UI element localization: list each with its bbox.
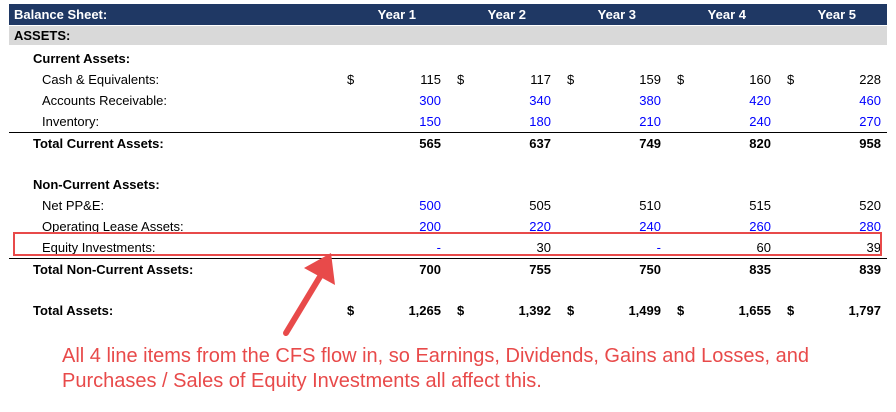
cell-value: 565 — [419, 136, 441, 151]
row-label: Net PP&E: — [42, 198, 105, 213]
cell-value: 510 — [639, 198, 661, 213]
row-label: Accounts Receivable: — [42, 93, 168, 108]
cell-value: 1,392 — [518, 303, 551, 318]
cell-value: 60 — [756, 240, 771, 255]
row-label: Operating Lease Assets: — [42, 219, 184, 234]
cell-value: 839 — [859, 262, 881, 277]
assets-section-header: ASSETS: — [9, 26, 887, 45]
row-label: Non-Current Assets: — [33, 177, 160, 192]
cell-value: 835 — [749, 262, 771, 277]
table-row: Current Assets: — [9, 48, 887, 69]
cell-value: 150 — [419, 114, 441, 129]
cell-value: 210 — [639, 114, 661, 129]
year-3-header: Year 3 — [597, 7, 636, 22]
table-row: Equity Investments: - 30 - 60 39 — [9, 237, 887, 258]
cell-value: 228 — [859, 72, 881, 87]
table-row: Net PP&E: 500 505 510 515 520 — [9, 195, 887, 216]
row-label: Inventory: — [42, 114, 100, 129]
cell-value: 220 — [529, 219, 551, 234]
cell-value: 117 — [530, 72, 551, 87]
cell-value: 280 — [859, 219, 881, 234]
currency-symbol: $ — [787, 72, 795, 87]
table-header: Balance Sheet: Year 1 Year 2 Year 3 Year… — [9, 4, 887, 25]
table-row: Total Non-Current Assets: 700 755 750 835 839 — [9, 258, 887, 280]
row-label: Total Non-Current Assets: — [33, 262, 194, 277]
table-row: Operating Lease Assets: 200 220 240 260 280 — [9, 216, 887, 237]
cell-value: 958 — [859, 136, 881, 151]
cell-value: 180 — [529, 114, 551, 129]
currency-symbol: $ — [457, 72, 465, 87]
cell-value: 505 — [529, 198, 551, 213]
currency-symbol: $ — [787, 303, 795, 318]
year-5-header: Year 5 — [817, 7, 856, 22]
cell-value: - — [656, 240, 661, 255]
table-row: Total Current Assets: 565 637 749 820 958 — [9, 132, 887, 154]
row-label: Total Current Assets: — [33, 136, 164, 151]
currency-symbol: $ — [677, 303, 685, 318]
currency-symbol: $ — [677, 72, 685, 87]
cell-value: 115 — [420, 72, 441, 87]
annotation-text: All 4 line items from the CFS flow in, s… — [62, 345, 810, 392]
cell-value: 1,499 — [628, 303, 661, 318]
cell-value: 160 — [749, 72, 771, 87]
row-label: Equity Investments: — [42, 240, 156, 255]
currency-symbol: $ — [457, 303, 465, 318]
year-2-header: Year 2 — [487, 7, 526, 22]
cell-value: 380 — [639, 93, 661, 108]
cell-value: 700 — [419, 262, 441, 277]
year-1-header: Year 1 — [377, 7, 416, 22]
year-4-header: Year 4 — [707, 7, 746, 22]
table-row: Cash & Equivalents: $115 $117 $159 $160 $228 — [9, 69, 887, 90]
table-row: Accounts Receivable: 300 340 380 420 460 — [9, 90, 887, 111]
cell-value: 240 — [639, 219, 661, 234]
row-label: Total Assets: — [33, 303, 114, 318]
cell-value: 520 — [859, 198, 881, 213]
cell-value: 500 — [419, 198, 441, 213]
currency-symbol: $ — [347, 72, 355, 87]
cell-value: 1,797 — [848, 303, 881, 318]
cell-value: 270 — [859, 114, 881, 129]
cell-value: 750 — [639, 262, 661, 277]
table-row: Non-Current Assets: — [9, 174, 887, 195]
cell-value: 300 — [419, 93, 441, 108]
cell-value: 340 — [529, 93, 551, 108]
table-row: Inventory: 150 180 210 240 270 — [9, 111, 887, 132]
cell-value: 515 — [749, 198, 771, 213]
currency-symbol: $ — [347, 303, 355, 318]
cell-value: 755 — [529, 262, 551, 277]
currency-symbol: $ — [567, 72, 575, 87]
cell-value: 39 — [866, 240, 881, 255]
cell-value: 30 — [536, 240, 551, 255]
cell-value: 1,265 — [408, 303, 441, 318]
balance-sheet-title: Balance Sheet: — [14, 7, 108, 22]
cell-value: 460 — [859, 93, 881, 108]
cell-value: 1,655 — [738, 303, 771, 318]
cell-value: 749 — [639, 136, 661, 151]
row-label: Cash & Equivalents: — [42, 72, 160, 87]
cell-value: 159 — [639, 72, 661, 87]
cell-value: 820 — [749, 136, 771, 151]
table-row: Total Assets: $1,265 $1,392 $1,499 $1,655 $1,… — [9, 300, 887, 321]
assets-label: ASSETS: — [14, 28, 71, 43]
equity-investments-highlight-box — [13, 232, 882, 256]
cell-value: - — [436, 240, 441, 255]
cell-value: 420 — [749, 93, 771, 108]
row-label: Current Assets: — [33, 51, 131, 66]
cell-value: 240 — [749, 114, 771, 129]
cell-value: 200 — [419, 219, 441, 234]
cell-value: 637 — [529, 136, 551, 151]
cell-value: 260 — [749, 219, 771, 234]
currency-symbol: $ — [567, 303, 575, 318]
